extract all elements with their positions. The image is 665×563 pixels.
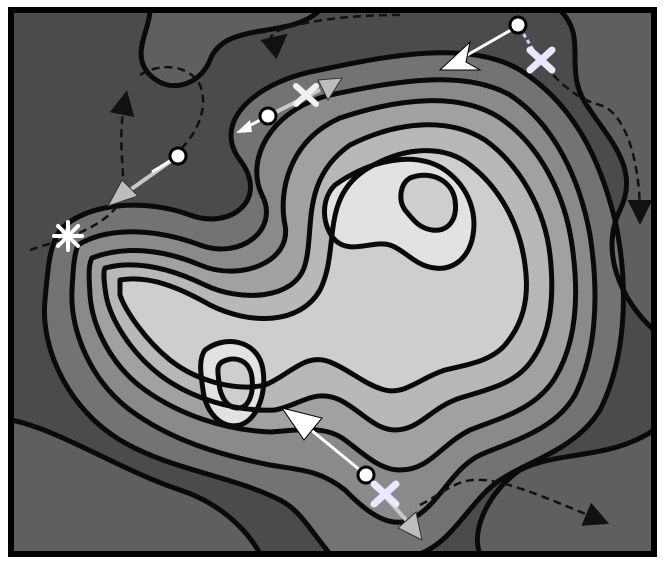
start-point-marker: [168, 146, 188, 166]
asterisk-minimum-marker: [52, 220, 84, 252]
inner-core-right: [400, 175, 456, 231]
contour-line: [69, 77, 598, 525]
markers-and-arrows: [52, 15, 556, 541]
gradient-arrow-shaft: [461, 24, 519, 60]
contour-line: [101, 122, 555, 433]
inner-core-left: [217, 358, 253, 408]
cross-marker: [370, 480, 400, 508]
gradient-arrow-shaft: [304, 423, 367, 477]
figure-border: [8, 7, 657, 557]
contour-line: [11, 417, 263, 554]
contour-line: [322, 156, 477, 271]
start-point-marker: [508, 15, 528, 35]
cross-marker: [293, 83, 319, 107]
update-arrow-head: [106, 179, 139, 207]
gradient-arrow-head: [280, 407, 323, 441]
upper-left-pocket: [11, 10, 320, 86]
lower-right-pocket: [477, 430, 654, 554]
cross-marker: [526, 46, 556, 74]
contour-line: [215, 356, 255, 411]
trajectory-right: [544, 64, 653, 225]
update-arrow-head: [397, 511, 423, 541]
lower-left-pocket: [11, 420, 260, 554]
gradient-arrow-head: [438, 40, 482, 71]
trajectory-bottom: [419, 478, 610, 526]
trajectory-upper-left: [139, 65, 205, 151]
contour-line: [557, 10, 654, 333]
right-region-band: [560, 10, 654, 330]
trajectory-left: [29, 90, 135, 252]
contour-line: [138, 10, 323, 89]
contour-line: [41, 227, 333, 554]
contour-line: [57, 50, 626, 554]
start-point-marker: [356, 465, 376, 485]
contour-lines: [11, 10, 654, 554]
contour-line: [398, 172, 459, 233]
gradient-arrow-head: [236, 120, 252, 133]
start-point-marker: [258, 106, 278, 126]
trajectories: [29, 13, 653, 526]
update-arrow-head: [317, 77, 343, 102]
contour-line: [86, 98, 579, 473]
contour-line: [198, 339, 267, 429]
